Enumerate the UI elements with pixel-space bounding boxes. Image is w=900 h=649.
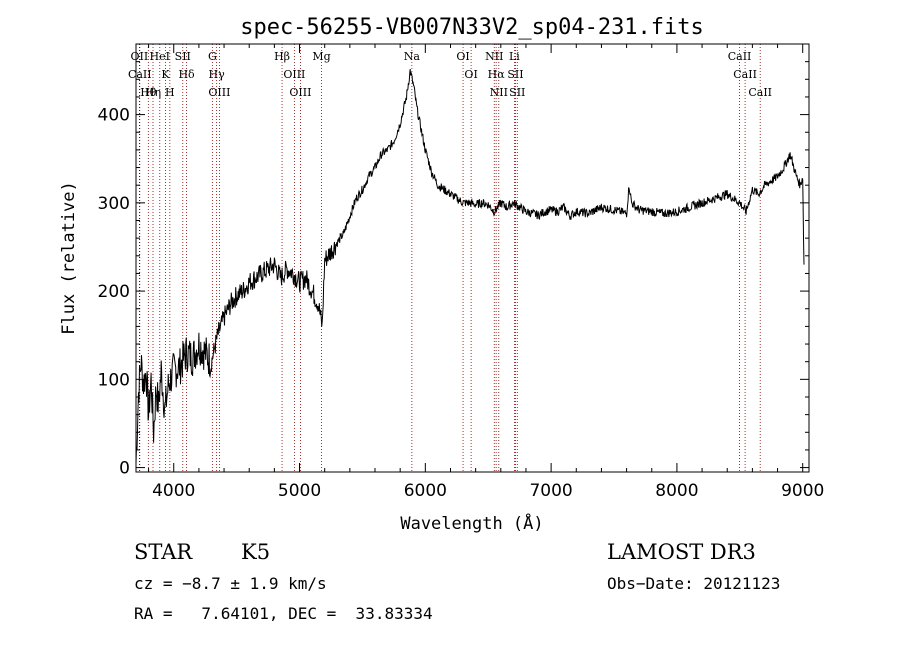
x-tick-label: 7000 [529, 481, 572, 501]
line-label: NII [490, 86, 508, 99]
line-label: OIII [289, 86, 311, 99]
y-tick-label: 400 [98, 106, 130, 126]
x-tick-label: 5000 [278, 481, 321, 501]
line-label: Mg [312, 50, 330, 63]
observation-date: Obs−Date: 20121123 [607, 574, 781, 593]
line-label: OI [456, 50, 469, 63]
line-label: NII [485, 50, 503, 63]
y-tick-label: 0 [119, 459, 130, 479]
line-label: CaII [128, 68, 152, 81]
x-axis-label: Wavelength (Å) [400, 512, 543, 534]
x-tick-label: 4000 [152, 481, 195, 501]
x-tick-label: 6000 [404, 481, 447, 501]
line-label: G [208, 50, 217, 63]
line-label: Hθ [140, 86, 157, 99]
plot-frame [135, 43, 810, 473]
x-tick-label: 9000 [781, 481, 824, 501]
line-label: Li [509, 50, 520, 63]
object-class: STAR [134, 540, 193, 564]
y-tick-label: 100 [98, 370, 130, 390]
line-label: HeI [150, 50, 170, 63]
x-axis: 4000 5000 6000 7000 8000 9000 [148, 44, 824, 501]
line-label: Hα [488, 68, 506, 81]
line-markers [138, 44, 761, 472]
line-label: H [165, 86, 175, 99]
y-tick-label: 300 [98, 194, 130, 214]
line-label: Hη [145, 86, 161, 99]
coordinates: RA = 7.64101, DEC = 33.83334 [134, 604, 433, 623]
line-label: SII [175, 50, 191, 63]
line-label: CaII [748, 86, 772, 99]
line-label: OI [464, 68, 477, 81]
line-label: Hδ [178, 68, 195, 81]
object-subclass: K5 [241, 540, 271, 564]
line-label: K [161, 68, 170, 81]
y-tick-label: 200 [98, 282, 130, 302]
chart-title: spec-56255-VB007N33V2_sp04-231.fits [240, 15, 704, 40]
line-label: Hγ [209, 68, 226, 81]
line-label: OII [131, 50, 149, 63]
y-axis-label: Flux (relative) [59, 181, 79, 335]
line-label: CaII [728, 50, 752, 63]
redshift-cz: cz = −8.7 ± 1.9 km/s [134, 574, 327, 593]
spectrum-line [135, 69, 805, 464]
survey-name: LAMOST DR3 [607, 540, 756, 564]
line-label: SII [509, 86, 525, 99]
line-label: Hβ [274, 50, 290, 63]
line-label: OIII [283, 68, 305, 81]
line-label: Na [404, 50, 421, 63]
x-tick-label: 8000 [655, 481, 698, 501]
line-label: OIII [208, 86, 230, 99]
line-label: CaII [733, 68, 757, 81]
line-label: SII [507, 68, 523, 81]
y-axis: 0 100 200 300 400 [98, 61, 809, 479]
